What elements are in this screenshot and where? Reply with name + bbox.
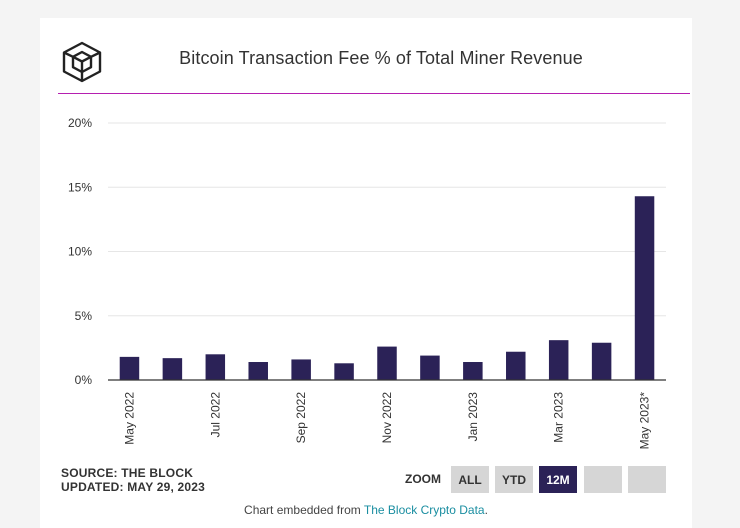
y-tick-label: 20% <box>68 116 92 130</box>
zoom-12m-button[interactable]: 12M <box>539 466 577 493</box>
bar <box>291 359 311 380</box>
chart-title: Bitcoin Transaction Fee % of Total Miner… <box>179 48 583 68</box>
bar <box>463 362 483 380</box>
y-tick-label: 5% <box>75 309 93 323</box>
bar <box>205 354 226 380</box>
x-tick-label: Mar 2023 <box>552 392 566 443</box>
bar <box>248 362 268 380</box>
y-tick-label: 0% <box>75 373 93 387</box>
x-tick-label: Jan 2023 <box>466 392 480 442</box>
bar <box>634 196 655 380</box>
bar <box>377 346 397 380</box>
bar <box>591 342 612 380</box>
y-tick-label: 10% <box>68 245 92 259</box>
title-divider <box>58 93 690 94</box>
embed-credit: Chart embedded from The Block Crypto Dat… <box>40 503 692 517</box>
bar <box>162 358 183 380</box>
bar <box>506 351 526 380</box>
embed-suffix: . <box>484 503 488 517</box>
bar <box>119 356 140 380</box>
bar-chart: 0% 5% 10% 15% 20% May 2022 Jul 2022 Sep 2022 Nov… <box>68 116 666 450</box>
zoom-blank-button-1[interactable] <box>584 466 622 493</box>
source-text: SOURCE: THE BLOCK <box>61 466 194 480</box>
y-tick-label: 15% <box>68 180 92 194</box>
x-tick-label: May 2022 <box>122 392 136 445</box>
the-block-cube-icon <box>62 41 102 83</box>
zoom-all-button[interactable]: ALL <box>451 466 489 493</box>
x-tick-label: May 2023* <box>638 392 652 450</box>
updated-text: UPDATED: MAY 29, 2023 <box>61 480 206 494</box>
source-block: SOURCE: THE BLOCK UPDATED: MAY 29, 2023 <box>61 466 205 494</box>
chart-card: Bitcoin Transaction Fee % of Total Miner… <box>40 18 692 528</box>
x-tick-label: Jul 2022 <box>208 392 222 438</box>
zoom-blank-button-2[interactable] <box>628 466 666 493</box>
zoom-ytd-button[interactable]: YTD <box>495 466 533 493</box>
embed-link[interactable]: The Block Crypto Data <box>363 503 485 517</box>
zoom-label: ZOOM <box>405 472 441 486</box>
x-tick-label: Sep 2022 <box>294 392 308 444</box>
bar <box>420 355 440 380</box>
x-tick-label: Nov 2022 <box>380 392 394 444</box>
embed-prefix: Chart embedded from <box>244 503 364 517</box>
bar <box>548 340 569 380</box>
bar <box>334 363 354 380</box>
